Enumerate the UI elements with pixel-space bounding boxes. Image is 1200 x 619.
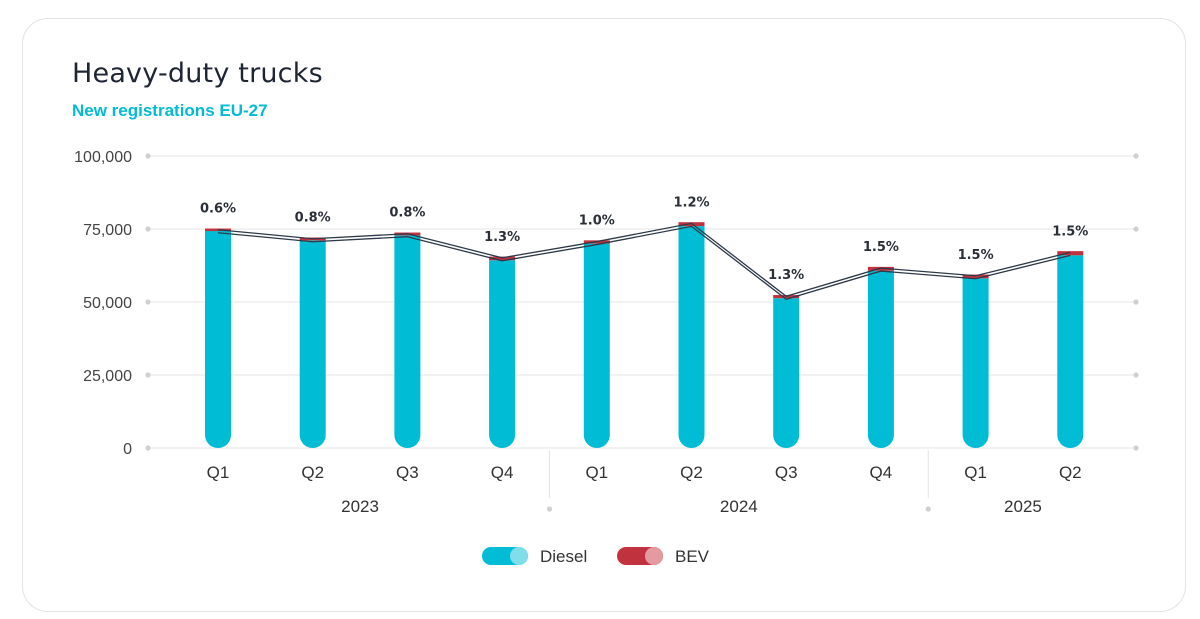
- legend-label: Diesel: [540, 547, 587, 566]
- data-label: 0.8%: [389, 206, 425, 221]
- grid-dot: [145, 153, 151, 159]
- data-label: 0.6%: [200, 202, 236, 217]
- bars: [205, 222, 1084, 449]
- x-axis: Q1 Q2 Q3 Q4 Q1 Q2 Q3 Q4 Q1 Q2 2023 2024 2025: [207, 450, 1082, 516]
- grid-dot: [1133, 299, 1139, 305]
- legend-swatch-knob: [645, 547, 663, 565]
- y-tick-label: 50,000: [83, 295, 132, 312]
- x-group-label: 2025: [1004, 497, 1042, 516]
- grid-dot: [145, 372, 151, 378]
- data-label: 1.3%: [768, 268, 804, 283]
- legend-swatch-knob: [510, 547, 528, 565]
- bar-diesel: [489, 260, 516, 449]
- grid-dot: [145, 226, 151, 232]
- bar-diesel: [1057, 255, 1084, 449]
- data-label: 1.0%: [579, 214, 615, 229]
- x-tick-label: Q4: [870, 463, 893, 482]
- grid-dot: [1133, 153, 1139, 159]
- data-label: 1.5%: [1052, 224, 1088, 239]
- bar-diesel: [583, 243, 610, 449]
- x-tick-label: Q1: [207, 463, 230, 482]
- x-tick-label: Q2: [301, 463, 324, 482]
- bar-diesel: [299, 240, 326, 449]
- bar-diesel: [678, 226, 705, 449]
- x-tick-label: Q2: [680, 463, 703, 482]
- data-label: 1.5%: [958, 248, 994, 263]
- x-tick-label: Q1: [585, 463, 608, 482]
- y-tick-label: 75,000: [83, 222, 132, 239]
- bar-bev: [867, 266, 894, 271]
- data-label: 1.3%: [484, 230, 520, 245]
- group-separator-dot: [925, 506, 931, 512]
- y-tick-label: 25,000: [83, 368, 132, 385]
- grid-dot: [1133, 445, 1139, 451]
- bar-diesel: [962, 278, 989, 449]
- bar-bev: [1057, 251, 1084, 256]
- grid-dot: [1133, 372, 1139, 378]
- x-group-label: 2023: [341, 497, 379, 516]
- bar-bev: [962, 274, 989, 279]
- x-group-label: 2024: [720, 497, 758, 516]
- grid-dot: [145, 445, 151, 451]
- bar-diesel: [773, 298, 800, 449]
- data-label: 1.5%: [863, 240, 899, 255]
- y-tick-label: 100,000: [74, 149, 132, 166]
- data-label: 0.8%: [295, 211, 331, 226]
- chart-title: Heavy-duty trucks: [72, 58, 323, 89]
- data-label: 1.2%: [673, 195, 709, 210]
- grid-dot: [145, 299, 151, 305]
- bar-diesel: [867, 270, 894, 449]
- total-lines: [217, 222, 1071, 300]
- grid-dot: [1133, 226, 1139, 232]
- x-tick-label: Q1: [964, 463, 987, 482]
- legend: Diesel BEV: [482, 547, 710, 566]
- legend-label: BEV: [675, 547, 710, 566]
- x-tick-label: Q4: [491, 463, 514, 482]
- group-separator-dot: [546, 506, 553, 512]
- total-line: [217, 222, 1071, 297]
- x-tick-label: Q3: [775, 463, 798, 482]
- bar-diesel: [205, 231, 231, 448]
- chart-subtitle: New registrations EU-27: [72, 101, 268, 120]
- bar-diesel: [394, 235, 421, 449]
- x-tick-label: Q2: [1059, 463, 1082, 482]
- x-tick-label: Q3: [396, 463, 419, 482]
- y-tick-label: 0: [123, 441, 132, 458]
- data-labels: 0.6% 0.8% 0.8% 1.3% 1.0% 1.2% 1.3% 1.5% 1.5% 1.5%: [200, 195, 1088, 283]
- total-line: [217, 225, 1071, 300]
